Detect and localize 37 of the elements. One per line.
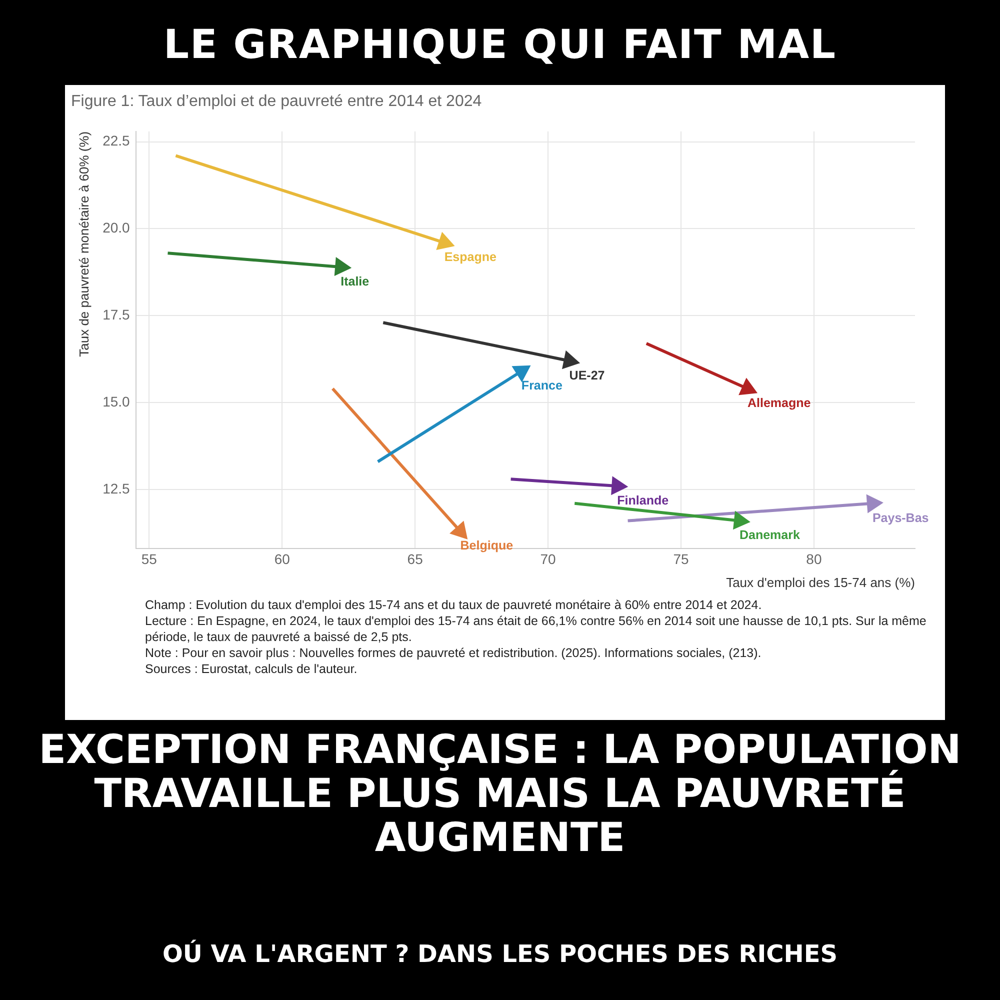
point [611,477,627,494]
x-tick-label: 55 [141,550,158,567]
series-label: Italie [340,274,370,288]
y-tick-label: 20.0 [102,220,130,236]
series-label: Pays-Bas [872,510,929,525]
x-tick-label: 60 [274,550,290,567]
y-tick-label: 17.5 [102,306,130,323]
point [739,379,756,395]
chart-subtitle: Figure 1: Taux d’emploi et de pauvreté entre 2014 et 2024 [71,93,482,111]
series-label: France [521,378,562,393]
point [866,495,882,512]
y-tick-label: 22.5 [102,132,130,149]
y-axis-title: Taux de pauvreté monétaire à 60% (%) [76,131,92,357]
x-axis-title: Taux d'emploi des 15-74 ans (%) [726,574,915,590]
x-tick-label: 65 [407,550,424,567]
series-label: UE-27 [569,368,605,382]
text: Lecture : En Espagne, en 2024, le taux d'emploi des 15-74 ans était de 66,1% contre 56% en 2014 soit une hausse de 10,1 pts. Sur la même période, le taux de pauvreté a baissé de 2,5 pts. [145,613,928,645]
series-label: Espagne [444,250,496,264]
y-tick-label: 12.5 [102,480,130,496]
point [733,512,749,529]
x-tick-label: 75 [673,550,689,567]
source-note: Sources : Eurostat, calculs de l'auteur. [145,661,358,677]
text: Champ : Evolution du taux d'emploi des 15-74 ans et du taux de pauvreté monétaire à 60% entre 2014 et 2024. [145,597,763,613]
x-tick-label: 70 [540,550,556,567]
text: Note : Pour en savoir plus : Nouvelles formes de pauvreté et redistribution. (2025). Informations sociales, (213). [145,645,762,661]
text: OÚ VA L'ARGENT ? DANS LES POCHES DES RICHES [161,940,839,968]
text: EXCEPTION FRANÇAISE : LA POPULATION TRAVAILLE PLUS MAIS LA PAUVRETÉ AUGMENTE [38,727,962,861]
series-label: Allemagne [747,396,811,410]
series-label: Belgique [460,538,514,553]
series-label: Finlande [617,493,669,508]
series-label: Danemark [739,528,800,542]
point [334,258,350,276]
y-tick-label: 15.0 [102,393,130,410]
x-tick-label: 80 [806,550,822,567]
point [436,233,454,250]
point [562,352,579,368]
chart-title: LE GRAPHIQUE QUI FAIT MAL [162,22,838,68]
